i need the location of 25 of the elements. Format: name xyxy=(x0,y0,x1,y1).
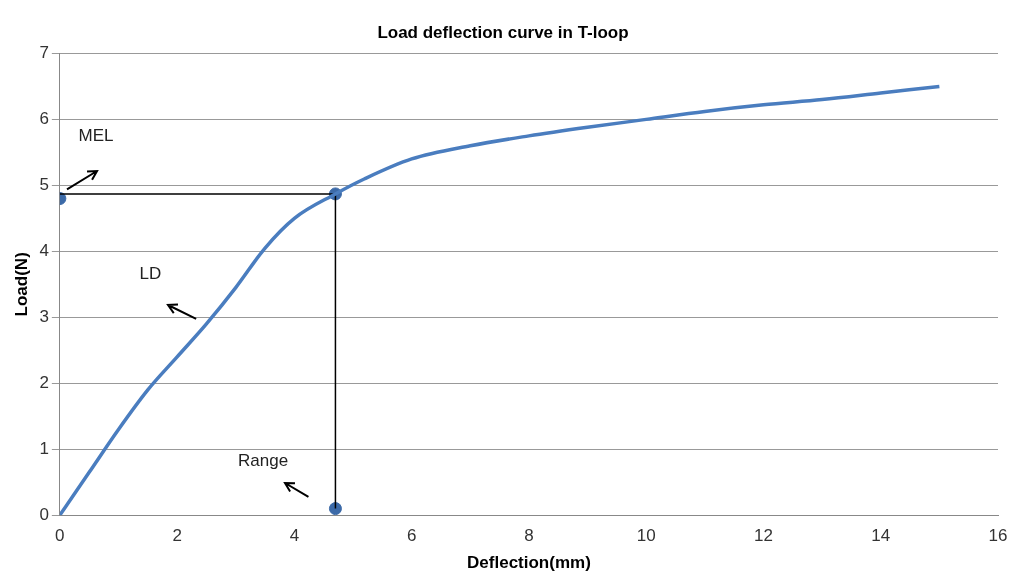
line-series xyxy=(59,84,942,516)
y-tick-label: 6 xyxy=(39,109,49,129)
y-tick-label: 7 xyxy=(39,43,49,63)
chart-title: Load deflection curve in T-loop xyxy=(377,22,629,42)
y-tick-label: 5 xyxy=(39,175,49,195)
x-tick-label: 16 xyxy=(988,526,1008,546)
point xyxy=(328,502,342,516)
y-tick-label: 0 xyxy=(39,504,49,524)
y-tick-label: 1 xyxy=(39,438,49,458)
x-tick-label: 10 xyxy=(636,526,656,546)
x-axis-title: Deflection(mm) xyxy=(467,553,591,573)
y-tick-label: 2 xyxy=(39,372,49,392)
y-tick-label: 3 xyxy=(39,306,49,326)
annotation: Range xyxy=(238,451,289,472)
annotation: LD xyxy=(139,264,162,285)
x-tick-label: 4 xyxy=(289,526,300,546)
annotation: MEL xyxy=(78,125,114,146)
y-tick-label: 4 xyxy=(39,241,49,260)
x-tick-label: 14 xyxy=(871,526,891,546)
y-axis-title: Load(N) xyxy=(11,252,31,317)
x-tick-label: 2 xyxy=(172,526,182,546)
x-tick-label: 6 xyxy=(406,526,417,546)
x-tick-label: 0 xyxy=(55,526,65,546)
x-tick-label: 12 xyxy=(754,526,773,546)
x-tick-label: 8 xyxy=(524,526,534,546)
